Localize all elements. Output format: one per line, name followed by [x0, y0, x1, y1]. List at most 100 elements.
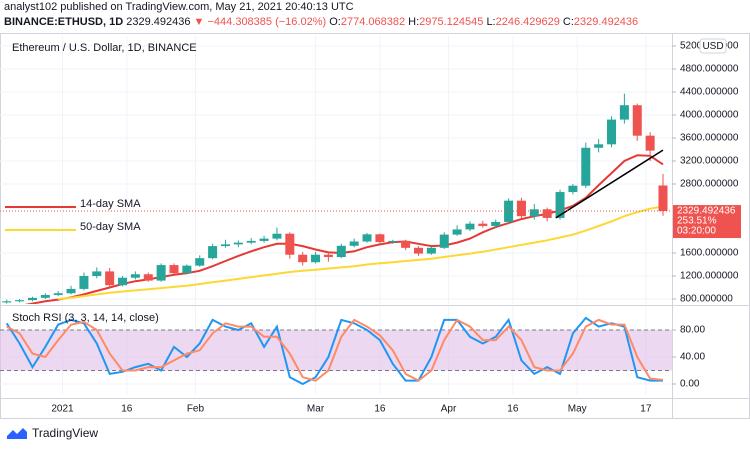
- stoch-line: [6, 318, 664, 382]
- y-tick-label: 3600.000000: [680, 133, 739, 144]
- y-tick-label: 1200.000000: [680, 271, 739, 282]
- candle-body: [426, 247, 436, 254]
- candle-body: [413, 247, 424, 254]
- candle-body: [233, 242, 243, 245]
- quote-line: BINANCE:ETHUSD, 1D 2329.492436 ▼ −444.30…: [4, 15, 638, 30]
- ohlc-value: 2246.429629: [495, 16, 560, 28]
- candle-body: [272, 233, 282, 239]
- candle-body: [311, 254, 321, 263]
- candle-body: [27, 297, 37, 301]
- x-tick-label: Mar: [307, 404, 325, 415]
- x-tick-label: 16: [121, 404, 133, 415]
- candle-body: [40, 294, 50, 298]
- candle-body: [53, 293, 63, 295]
- candle-body: [79, 275, 89, 289]
- trendline: [555, 149, 664, 219]
- x-tick-label: 2021: [51, 404, 74, 415]
- candle-body: [66, 288, 76, 294]
- price-box-label: 253.51%: [677, 216, 717, 227]
- price-pane: [0, 93, 672, 304]
- sma-line: [58, 205, 664, 300]
- candle-body: [607, 119, 617, 145]
- ohlc-label: L:: [486, 16, 496, 28]
- candle-body: [362, 234, 372, 242]
- x-tick-label: 16: [507, 404, 519, 415]
- candle-body: [92, 271, 102, 276]
- x-tick-label: Feb: [187, 404, 205, 415]
- candle-body: [529, 209, 539, 217]
- logo: [7, 428, 27, 439]
- candle-body: [581, 147, 591, 186]
- y-tick-label: 1600.000000: [680, 248, 739, 259]
- candle-body: [298, 254, 308, 263]
- candle-body: [143, 274, 153, 281]
- stoch-pane: [0, 316, 672, 386]
- symbol: BINANCE:ETHUSD, 1D: [4, 16, 124, 28]
- y-tick-label: 0.00: [680, 379, 700, 390]
- candle-body: [568, 185, 578, 193]
- candle-body: [439, 234, 449, 248]
- candle-body: [375, 234, 385, 243]
- candle-body: [182, 265, 192, 274]
- chart-title: Ethereum / U.S. Dollar, 1D, BINANCE: [12, 42, 197, 54]
- candle-body: [15, 300, 25, 302]
- candle-body: [156, 265, 166, 281]
- indicator-title: Stoch RSI (3, 3, 14, 14, close): [12, 312, 159, 324]
- y-tick-label: 40.00: [680, 352, 705, 363]
- currency-button[interactable]: [699, 38, 727, 54]
- currency-label[interactable]: USD: [702, 41, 723, 52]
- candle-body: [478, 223, 488, 226]
- candle-body: [169, 265, 179, 274]
- candle-body: [323, 254, 333, 258]
- y-tick-label: 4400.000000: [680, 87, 739, 98]
- candle-body: [130, 274, 140, 278]
- last-price: 2329.492436: [126, 16, 191, 28]
- x-tick-label: 16: [374, 404, 386, 415]
- candle-body: [401, 240, 411, 248]
- ohlc-label: H:: [408, 16, 420, 28]
- candle-body: [195, 258, 205, 266]
- change: ▼ −444.308385 (−16.02%): [193, 16, 327, 28]
- candle-body: [349, 241, 359, 246]
- y-tick-label: 2800.000000: [680, 179, 739, 190]
- candle-body: [285, 233, 295, 255]
- y-tick-label: 4800.000000: [680, 64, 739, 75]
- candle-body: [491, 221, 501, 226]
- published-line: analyst102 published on TradingView.com,…: [4, 1, 354, 13]
- candle-body: [619, 105, 629, 120]
- candle-body: [118, 277, 128, 286]
- footer: TradingView: [6, 426, 98, 440]
- candle-body: [220, 244, 230, 247]
- price-box-label: 2329.492436: [677, 206, 736, 217]
- candle-body: [658, 185, 668, 212]
- price-box: [673, 205, 741, 239]
- candle-body: [555, 192, 565, 218]
- sma-line: [24, 154, 664, 304]
- candle-body: [632, 105, 642, 136]
- chart: 800.000000 1200.000000 1600.000000 2800.000…: [0, 33, 750, 419]
- brand: TradingView: [32, 426, 99, 440]
- candle-body: [504, 200, 514, 222]
- ohlc-value: 2975.124545: [419, 16, 484, 28]
- candle-body: [105, 271, 115, 286]
- candle-body: [2, 301, 12, 303]
- candle-body: [259, 238, 269, 241]
- candle-body: [208, 246, 218, 259]
- y-tick-label: 80.00: [680, 325, 705, 336]
- header: analyst102 published on TradingView.com,…: [4, 0, 638, 30]
- y-tick-label: 800.000000: [680, 294, 733, 305]
- price-box-label: 03:20:00: [677, 226, 716, 237]
- candle-body: [645, 135, 655, 151]
- ohlc-value: 2329.492436: [573, 16, 639, 28]
- x-tick-label: 17: [640, 404, 652, 415]
- candle-body: [246, 240, 256, 243]
- candle-body: [516, 200, 526, 217]
- ohlc-value: 2774.068382: [340, 16, 406, 28]
- candle-body: [388, 240, 398, 243]
- candle-body: [542, 209, 552, 218]
- candle-body: [452, 229, 462, 235]
- legend-label: 14-day SMA: [80, 198, 141, 210]
- y-tick-label: 3200.000000: [680, 156, 739, 167]
- x-tick-label: Apr: [441, 404, 457, 415]
